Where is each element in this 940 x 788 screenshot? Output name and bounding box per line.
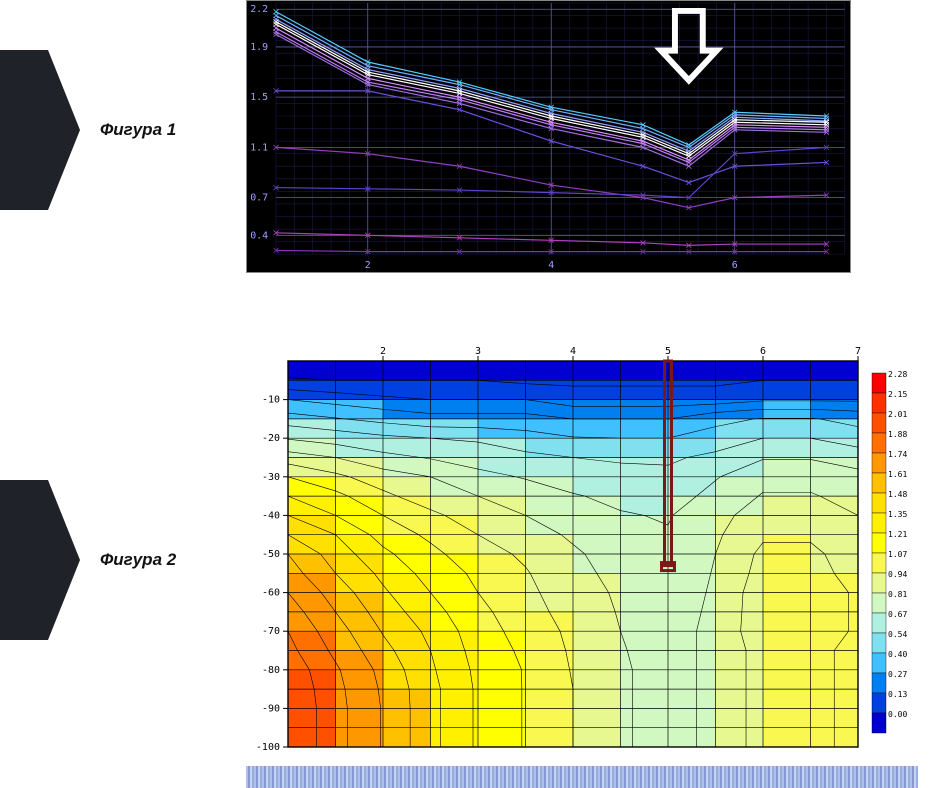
svg-text:1.5: 1.5 bbox=[250, 92, 268, 103]
svg-text:2.01: 2.01 bbox=[888, 410, 907, 419]
svg-text:1.74: 1.74 bbox=[888, 450, 907, 459]
svg-text:1.61: 1.61 bbox=[888, 470, 907, 479]
svg-text:-10: -10 bbox=[262, 395, 280, 406]
svg-text:4: 4 bbox=[548, 260, 554, 271]
svg-text:2.15: 2.15 bbox=[888, 390, 907, 399]
svg-text:-90: -90 bbox=[262, 703, 280, 714]
svg-text:-100: -100 bbox=[256, 742, 280, 753]
svg-text:1.21: 1.21 bbox=[888, 530, 907, 539]
figure2-label: Фигура 2 bbox=[100, 550, 176, 570]
svg-text:1.1: 1.1 bbox=[250, 142, 268, 153]
svg-text:3: 3 bbox=[475, 346, 481, 357]
svg-text:0.13: 0.13 bbox=[888, 690, 907, 699]
svg-text:0.4: 0.4 bbox=[250, 230, 268, 241]
svg-text:0.94: 0.94 bbox=[888, 570, 907, 579]
svg-text:-50: -50 bbox=[262, 549, 280, 560]
chevron-shape bbox=[0, 480, 80, 640]
chevron-shape bbox=[0, 50, 80, 210]
svg-text:0.7: 0.7 bbox=[250, 193, 268, 204]
svg-text:1.35: 1.35 bbox=[888, 510, 907, 519]
svg-text:1.48: 1.48 bbox=[888, 490, 907, 499]
svg-text:-60: -60 bbox=[262, 588, 280, 599]
svg-text:6: 6 bbox=[760, 346, 766, 357]
svg-text:6: 6 bbox=[732, 260, 738, 271]
figure2-contour-map: 2 3 4 5 6 7 -10 -20 -30 -40 -50 -60 -70 -80 -90 -100 2.2… bbox=[246, 343, 918, 753]
svg-text:-20: -20 bbox=[262, 433, 280, 444]
svg-text:1.88: 1.88 bbox=[888, 430, 907, 439]
figure1-line-chart: 2 4 6 0.4 0.7 1.1 1.5 1.9 2.2 bbox=[246, 0, 851, 273]
svg-text:2.28: 2.28 bbox=[888, 370, 907, 379]
svg-text:0.27: 0.27 bbox=[888, 670, 907, 679]
svg-text:0.00: 0.00 bbox=[888, 710, 907, 719]
svg-text:-40: -40 bbox=[262, 510, 280, 521]
figure2-label-block: Фигура 2 bbox=[0, 480, 176, 640]
figure1-label: Фигура 1 bbox=[100, 120, 176, 140]
svg-text:0.40: 0.40 bbox=[888, 650, 907, 659]
svg-text:7: 7 bbox=[855, 346, 861, 357]
svg-text:2.2: 2.2 bbox=[250, 4, 268, 15]
svg-text:1.07: 1.07 bbox=[888, 550, 907, 559]
noise-strip bbox=[246, 766, 918, 788]
svg-text:-70: -70 bbox=[262, 626, 280, 637]
svg-text:5: 5 bbox=[665, 346, 671, 357]
svg-text:0.67: 0.67 bbox=[888, 610, 907, 619]
svg-text:-80: -80 bbox=[262, 665, 280, 676]
figure1-label-block: Фигура 1 bbox=[0, 50, 176, 210]
svg-text:2: 2 bbox=[365, 260, 371, 271]
svg-text:4: 4 bbox=[570, 346, 576, 357]
svg-text:2: 2 bbox=[380, 346, 386, 357]
svg-text:0.54: 0.54 bbox=[888, 630, 907, 639]
svg-text:1.9: 1.9 bbox=[250, 42, 268, 53]
svg-text:-30: -30 bbox=[262, 472, 280, 483]
svg-text:0.81: 0.81 bbox=[888, 590, 907, 599]
